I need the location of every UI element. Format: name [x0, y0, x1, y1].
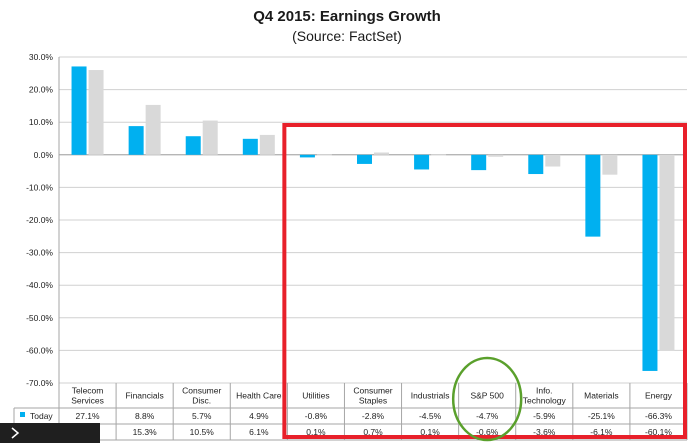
category-label-financials: Financials: [125, 391, 163, 401]
data-label-today-financials: 8.8%: [135, 411, 155, 421]
data-label-series-2-materials: -6.1%: [590, 427, 613, 437]
category-label-consumer-staples: Consumer: [353, 386, 392, 396]
bar-today-industrials: [414, 154, 430, 170]
bar-today-energy: [642, 154, 658, 371]
bar-today-consumer-disc: [185, 136, 201, 155]
category-label-consumer-disc: Consumer: [182, 386, 221, 396]
legend-swatch-today: [20, 412, 25, 417]
y-tick-label: 30.0%: [29, 52, 54, 62]
category-label-telecom-services: Services: [71, 396, 104, 406]
data-label-today-industrials: -4.5%: [419, 411, 442, 421]
data-label-series-2-health-care: 6.1%: [249, 427, 269, 437]
bar-series-2-info-technology: [545, 154, 561, 167]
category-label-consumer-disc: Disc.: [192, 396, 211, 406]
category-label-health-care: Health Care: [236, 391, 282, 401]
highlight-rectangle: [282, 123, 687, 439]
data-label-today-materials: -25.1%: [588, 411, 615, 421]
category-label-info-technology: Technology: [523, 396, 567, 406]
data-label-today-utilities: -0.8%: [305, 411, 328, 421]
data-label-today-energy: -66.3%: [645, 411, 672, 421]
data-label-series-2-consumer-staples: 0.7%: [363, 427, 383, 437]
annotations: [282, 123, 687, 442]
chart-title: Q4 2015: Earnings Growth: [253, 8, 441, 25]
y-tick-label: -30.0%: [26, 248, 53, 258]
data-label-today-telecom-services: 27.1%: [75, 411, 100, 421]
bar-series-2-s-p-500: [488, 154, 504, 157]
category-label-info-technology: Info.: [536, 386, 553, 396]
chart-subtitle: (Source: FactSet): [292, 28, 402, 44]
bar-series-2-materials: [602, 154, 618, 175]
bar-today-consumer-staples: [357, 154, 372, 164]
bar-series-2-industrials: [431, 154, 447, 156]
y-tick-label: 0.0%: [34, 150, 54, 160]
gridlines: [59, 56, 687, 384]
bar-series-2-consumer-staples: [374, 152, 389, 155]
y-tick-label: -60.0%: [26, 345, 53, 355]
bar-series-2-utilities: [316, 154, 332, 156]
data-label-series-2-s-p-500: -0.6%: [476, 427, 499, 437]
data-label-today-health-care: 4.9%: [249, 411, 269, 421]
data-label-series-2-industrials: 0.1%: [420, 427, 440, 437]
y-tick-label: 10.0%: [29, 117, 54, 127]
highlight-circle-sp500: [451, 356, 523, 442]
bar-today-utilities: [299, 154, 315, 158]
category-label-materials: Materials: [584, 391, 618, 401]
category-label-s-p-500: S&P 500: [470, 391, 504, 401]
chevron-right-icon: [11, 427, 20, 439]
bar-today-health-care: [242, 138, 258, 155]
data-label-today-consumer-disc: 5.7%: [192, 411, 212, 421]
category-label-utilities: Utilities: [302, 391, 329, 401]
data-label-series-2-utilities: 0.1%: [306, 427, 326, 437]
bar-today-financials: [128, 126, 144, 155]
data-label-today-consumer-staples: -2.8%: [362, 411, 385, 421]
bar-today-telecom-services: [71, 66, 87, 155]
bar-today-s-p-500: [471, 154, 487, 171]
data-label-series-2-consumer-disc: 10.5%: [190, 427, 215, 437]
y-axis: 30.0% 20.0% 10.0% 0.0% -10.0% -20.0% -30.0% -40…: [26, 52, 687, 388]
category-label-energy: Energy: [645, 391, 673, 401]
y-tick-label: -20.0%: [26, 215, 53, 225]
y-tick-label: -50.0%: [26, 313, 53, 323]
category-label-industrials: Industrials: [411, 391, 450, 401]
y-tick-label: -10.0%: [26, 182, 53, 192]
y-tick-label: -70.0%: [26, 378, 53, 388]
category-label-telecom-services: Telecom: [72, 386, 104, 396]
bar-series-2-financials: [145, 104, 161, 155]
data-label-today-s-p-500: -4.7%: [476, 411, 499, 421]
bar-today-info-technology: [528, 154, 544, 175]
data-label-today-info-technology: -5.9%: [533, 411, 556, 421]
bar-series-2-telecom-services: [88, 70, 104, 155]
data-label-series-2-financials: 15.3%: [133, 427, 158, 437]
corner-overlay: [0, 423, 100, 443]
bar-series-2-health-care: [259, 134, 275, 155]
corner-overlay-panel: [0, 423, 100, 443]
y-tick-label: 20.0%: [29, 85, 54, 95]
bar-series-2-energy: [659, 154, 675, 351]
data-label-series-2-energy: -60.1%: [645, 427, 672, 437]
category-label-consumer-staples: Staples: [359, 396, 387, 406]
y-tick-label: -40.0%: [26, 280, 53, 290]
bar-series-2-consumer-disc: [202, 120, 218, 155]
bars: [71, 66, 675, 371]
legend-label-today: Today: [30, 411, 53, 421]
bar-today-materials: [585, 154, 601, 237]
data-label-series-2-info-technology: -3.6%: [533, 427, 556, 437]
